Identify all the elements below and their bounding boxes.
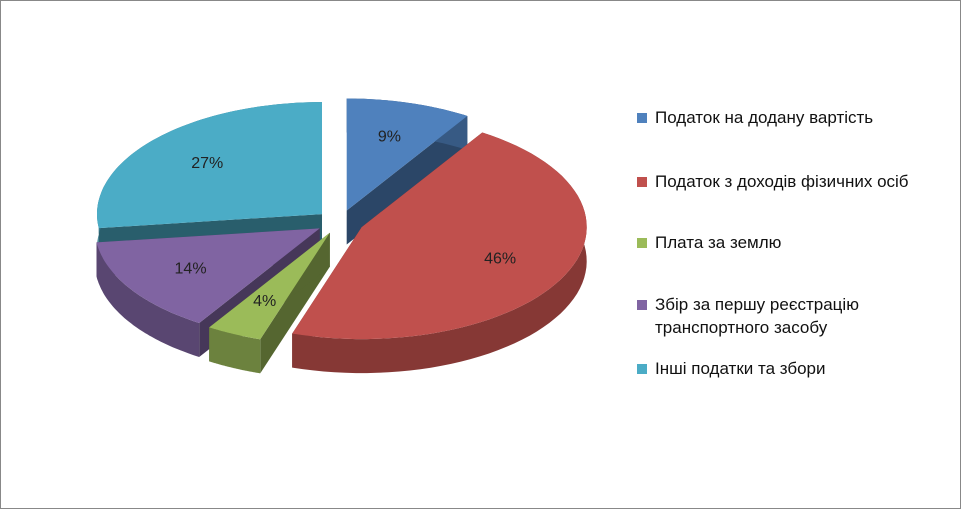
legend-item: Збір за першу реєстрацію транспортного з…	[637, 293, 947, 339]
slice	[292, 132, 587, 340]
slice-side	[209, 327, 261, 374]
slice	[209, 232, 330, 340]
slice-side	[346, 116, 468, 245]
legend-swatch	[637, 177, 647, 187]
slice-side	[292, 132, 587, 374]
legend-swatch	[637, 238, 647, 248]
legend-label: Плата за землю	[655, 233, 782, 252]
slice	[96, 228, 320, 323]
legend-label: Інші податки та збори	[655, 359, 826, 378]
data-label: 46%	[484, 251, 516, 268]
data-label: 14%	[175, 260, 207, 277]
legend-swatch	[637, 364, 647, 374]
slice	[97, 102, 322, 229]
legend-item: Плата за землю	[637, 231, 947, 254]
legend-swatch	[637, 113, 647, 123]
legend-item: Податок з доходів фізичних осіб	[637, 170, 947, 193]
legend-swatch	[637, 300, 647, 310]
legend-label: Збір за першу реєстрацію транспортного з…	[655, 295, 859, 337]
legend-label: Податок з доходів фізичних осіб	[655, 172, 909, 191]
slice-side	[96, 242, 200, 357]
legend-item: Податок на додану вартість	[637, 106, 947, 129]
slice	[346, 98, 468, 211]
data-label: 27%	[191, 155, 223, 172]
data-label: 9%	[378, 129, 401, 146]
legend-label: Податок на додану вартість	[655, 108, 874, 127]
legend-item: Інші податки та збори	[637, 357, 947, 380]
data-label: 4%	[253, 293, 276, 310]
